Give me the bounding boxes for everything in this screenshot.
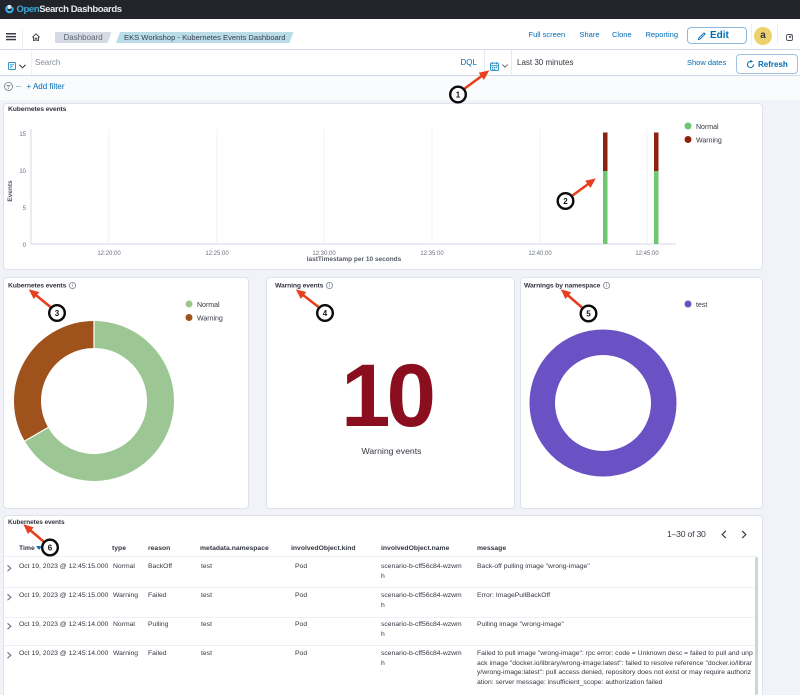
svg-text:10: 10 (19, 169, 26, 175)
svg-text:Normal: Normal (696, 124, 719, 131)
svg-text:Warning: Warning (197, 316, 223, 323)
svg-text:Warning: Warning (696, 138, 722, 145)
svg-text:5: 5 (23, 206, 27, 212)
svg-text:Normal: Normal (197, 302, 220, 309)
svg-text:12:25:00: 12:25:00 (205, 251, 229, 257)
svg-text:0: 0 (23, 243, 27, 249)
svg-text:test: test (696, 302, 707, 309)
svg-text:12:30:00: 12:30:00 (312, 251, 336, 257)
svg-text:12:35:00: 12:35:00 (420, 251, 444, 257)
svg-text:12:40:00: 12:40:00 (528, 251, 552, 257)
svg-text:Events: Events (7, 180, 14, 202)
svg-text:15: 15 (19, 132, 26, 138)
svg-text:12:20:00: 12:20:00 (97, 251, 121, 257)
svg-text:12:45:00: 12:45:00 (635, 251, 659, 257)
svg-text:lastTimestamp per 10 seconds: lastTimestamp per 10 seconds (307, 256, 402, 263)
